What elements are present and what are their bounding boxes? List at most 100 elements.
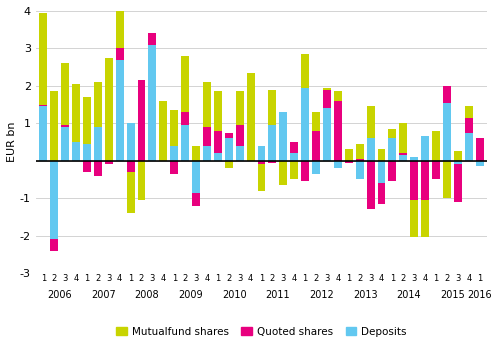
Bar: [192, 161, 200, 192]
Bar: [301, 88, 309, 161]
Bar: [94, 82, 102, 127]
Bar: [236, 146, 244, 161]
Bar: [366, 106, 374, 138]
Bar: [83, 144, 91, 161]
Bar: [116, 60, 124, 161]
Bar: [105, 58, 112, 161]
Bar: [105, 161, 112, 164]
Bar: [214, 91, 222, 131]
Bar: [40, 13, 48, 105]
Bar: [203, 127, 211, 146]
Bar: [410, 157, 418, 161]
Bar: [301, 54, 309, 88]
Bar: [160, 101, 168, 161]
Text: 2011: 2011: [266, 290, 290, 300]
Bar: [214, 131, 222, 153]
Bar: [138, 80, 145, 161]
Text: 2007: 2007: [91, 290, 116, 300]
Bar: [181, 125, 189, 161]
Bar: [280, 112, 287, 161]
Bar: [192, 146, 200, 161]
Bar: [268, 90, 276, 125]
Bar: [225, 161, 232, 168]
Bar: [443, 161, 451, 198]
Bar: [94, 161, 102, 176]
Bar: [432, 161, 440, 180]
Bar: [94, 127, 102, 161]
Bar: [290, 142, 298, 153]
Bar: [236, 91, 244, 125]
Text: 2016: 2016: [468, 290, 492, 300]
Bar: [181, 56, 189, 112]
Bar: [443, 86, 451, 103]
Bar: [465, 133, 472, 161]
Bar: [258, 161, 266, 164]
Bar: [203, 146, 211, 161]
Bar: [72, 84, 80, 142]
Bar: [334, 101, 342, 161]
Bar: [465, 106, 472, 118]
Bar: [72, 142, 80, 161]
Bar: [476, 138, 484, 161]
Bar: [61, 125, 69, 127]
Bar: [378, 183, 386, 204]
Text: 2014: 2014: [396, 290, 421, 300]
Bar: [312, 161, 320, 174]
Text: 2009: 2009: [178, 290, 203, 300]
Bar: [258, 146, 266, 161]
Bar: [203, 82, 211, 127]
Bar: [388, 129, 396, 138]
Bar: [400, 123, 407, 153]
Bar: [214, 153, 222, 161]
Bar: [366, 161, 374, 209]
Bar: [290, 153, 298, 161]
Bar: [268, 161, 276, 162]
Bar: [126, 123, 134, 161]
Text: 2015: 2015: [440, 290, 465, 300]
Bar: [312, 131, 320, 161]
Bar: [192, 193, 200, 205]
Bar: [334, 161, 342, 168]
Text: 2013: 2013: [353, 290, 378, 300]
Bar: [138, 161, 145, 200]
Bar: [432, 131, 440, 161]
Bar: [323, 88, 331, 90]
Bar: [83, 161, 91, 172]
Y-axis label: EUR bn: EUR bn: [7, 122, 17, 162]
Bar: [323, 108, 331, 161]
Text: 2010: 2010: [222, 290, 246, 300]
Bar: [421, 161, 429, 200]
Bar: [290, 161, 298, 180]
Bar: [356, 159, 364, 161]
Bar: [148, 45, 156, 161]
Bar: [334, 91, 342, 101]
Bar: [410, 161, 418, 200]
Bar: [40, 105, 48, 106]
Bar: [170, 110, 178, 146]
Bar: [116, 0, 124, 48]
Text: 2012: 2012: [309, 290, 334, 300]
Bar: [388, 161, 396, 181]
Bar: [50, 161, 58, 239]
Bar: [268, 125, 276, 161]
Bar: [50, 91, 58, 161]
Bar: [170, 161, 178, 174]
Bar: [345, 149, 352, 161]
Text: 2006: 2006: [48, 290, 72, 300]
Bar: [181, 112, 189, 125]
Bar: [83, 97, 91, 144]
Bar: [378, 161, 386, 183]
Bar: [225, 133, 232, 138]
Bar: [356, 161, 364, 180]
Bar: [225, 138, 232, 161]
Bar: [61, 127, 69, 161]
Bar: [258, 164, 266, 191]
Bar: [421, 200, 429, 237]
Bar: [246, 73, 254, 161]
Bar: [323, 90, 331, 108]
Bar: [126, 161, 134, 172]
Bar: [312, 112, 320, 131]
Bar: [126, 172, 134, 213]
Bar: [40, 106, 48, 161]
Bar: [410, 200, 418, 237]
